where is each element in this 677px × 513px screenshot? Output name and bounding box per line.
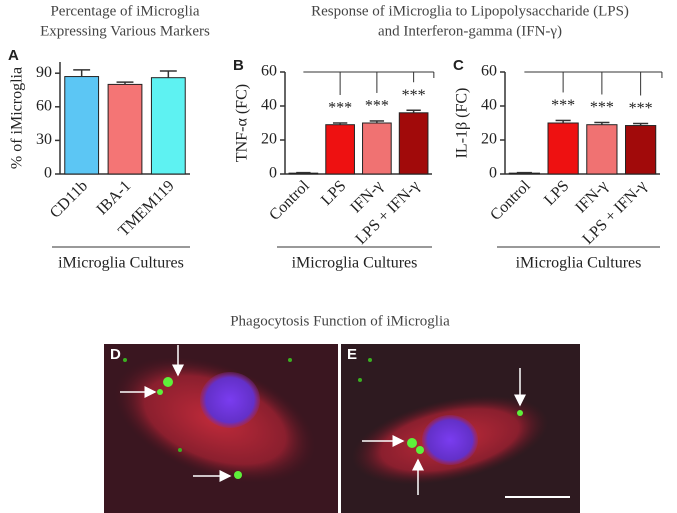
y-tick-label: 0 bbox=[269, 165, 277, 182]
x-tick-label: LPS bbox=[541, 177, 573, 209]
x-tick-label: Control bbox=[487, 177, 534, 224]
y-tick-label: 60 bbox=[261, 63, 277, 80]
significance: *** bbox=[590, 99, 614, 116]
group-label: iMicroglia Cultures bbox=[58, 255, 184, 272]
y-tick-label: 0 bbox=[489, 165, 497, 182]
y-tick-label: 40 bbox=[261, 97, 277, 114]
chart-title: Percentage of iMicroglia bbox=[50, 3, 199, 19]
y-tick-label: 30 bbox=[36, 131, 52, 148]
y-axis-label: IL-1β (FC) bbox=[454, 88, 471, 159]
chart-title: Response of iMicroglia to Lipopolysaccha… bbox=[311, 3, 629, 19]
panel-label: A bbox=[8, 47, 19, 64]
y-tick-label: 90 bbox=[36, 64, 52, 81]
significance: *** bbox=[402, 87, 426, 104]
y-tick-label: 60 bbox=[36, 97, 52, 114]
y-tick-label: 40 bbox=[481, 97, 497, 114]
y-tick-label: 60 bbox=[481, 63, 497, 80]
x-tick-label: Control bbox=[266, 177, 313, 224]
significance: *** bbox=[365, 98, 389, 115]
bar bbox=[64, 76, 100, 175]
panel-label: C bbox=[453, 57, 464, 74]
bar bbox=[398, 112, 429, 175]
bar bbox=[625, 125, 657, 175]
micrograph: D bbox=[104, 344, 338, 513]
group-label: iMicroglia Cultures bbox=[516, 255, 642, 272]
significance: *** bbox=[328, 100, 352, 117]
panel-label: D bbox=[110, 346, 121, 363]
section-title: Phagocytosis Function of iMicroglia bbox=[230, 313, 450, 329]
chart-title: Expressing Various Markers bbox=[40, 23, 210, 39]
y-tick-label: 20 bbox=[261, 131, 277, 148]
panel-label: E bbox=[347, 346, 357, 363]
bar bbox=[150, 77, 186, 175]
x-tick-label: LPS bbox=[318, 177, 350, 209]
x-tick-label: IBA-1 bbox=[93, 177, 134, 218]
y-axis-label: % of iMicroglia bbox=[9, 67, 26, 169]
panel-label: B bbox=[233, 57, 244, 74]
significance: *** bbox=[551, 97, 575, 114]
micrograph: E bbox=[341, 344, 580, 513]
significance: *** bbox=[629, 100, 653, 117]
bar bbox=[362, 122, 392, 175]
x-tick-label: CD11b bbox=[47, 177, 91, 221]
bar bbox=[107, 83, 143, 175]
bar bbox=[325, 124, 355, 175]
group-label: iMicroglia Cultures bbox=[292, 255, 418, 272]
y-tick-label: 0 bbox=[44, 165, 52, 182]
y-tick-label: 20 bbox=[481, 131, 497, 148]
bar bbox=[586, 124, 618, 175]
chart-title: and Interferon-gamma (IFN-γ) bbox=[378, 23, 562, 39]
y-axis-label: TNF-α (FC) bbox=[234, 84, 251, 162]
bar bbox=[547, 122, 579, 175]
